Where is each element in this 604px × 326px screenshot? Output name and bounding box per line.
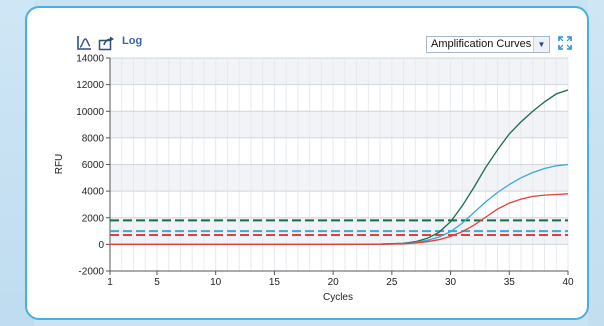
y-tick-label: 4000: [82, 187, 105, 198]
chart-line-icon[interactable]: [76, 35, 92, 56]
x-tick-label: 15: [269, 277, 281, 288]
amplification-chart-panel: Log Amplification Curves ▼ -2000 0 2000 400…: [42, 29, 586, 309]
chart-view-selected-value: Amplification Curves: [431, 38, 532, 50]
y-tick-label: -2000: [78, 267, 104, 278]
grid-band: [110, 164, 568, 192]
y-tick-label: 14000: [76, 54, 104, 65]
x-tick-label: 35: [504, 277, 516, 288]
expand-icon[interactable]: [558, 36, 572, 55]
log-scale-toggle[interactable]: Log: [122, 35, 143, 47]
x-axis-label: Cycles: [323, 292, 353, 303]
x-tick-label: 5: [154, 277, 160, 288]
y-axis-label: RFU: [54, 154, 65, 175]
x-tick-label: 25: [386, 277, 398, 288]
export-icon[interactable]: [98, 35, 116, 56]
grid-band: [110, 111, 568, 138]
y-tick-label: 8000: [82, 133, 105, 144]
page-background-right: [588, 0, 604, 326]
chart-view-select[interactable]: Amplification Curves ▼: [426, 36, 550, 53]
y-tick-label: 10000: [76, 107, 104, 118]
x-tick-label: 1: [107, 277, 113, 288]
x-tick-label: 20: [328, 277, 340, 288]
chart-toolbar: Log Amplification Curves ▼: [42, 29, 586, 53]
y-tick-label: 6000: [82, 160, 105, 171]
x-tick-label: 40: [562, 277, 574, 288]
y-tick-label: 2000: [82, 213, 105, 224]
y-tick-label: 0: [98, 240, 104, 251]
x-tick-label: 10: [210, 277, 222, 288]
amplification-curve: [110, 193, 569, 246]
x-tick-label: 30: [445, 277, 457, 288]
dropdown-arrow-icon[interactable]: ▼: [533, 37, 549, 52]
grid-band: [110, 58, 568, 85]
y-tick-label: 12000: [76, 80, 104, 91]
